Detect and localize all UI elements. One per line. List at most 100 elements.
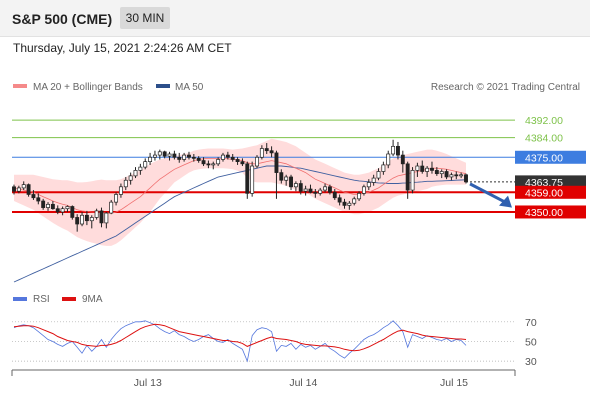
candle — [21, 181, 26, 191]
candle — [289, 174, 293, 191]
candles — [12, 139, 468, 232]
candle — [187, 151, 191, 160]
candle — [206, 160, 211, 169]
rsi-legend-swatch — [13, 297, 27, 301]
candle — [274, 150, 279, 199]
credit-label: Research © 2021 Trading Central — [431, 82, 580, 93]
candle — [259, 145, 264, 160]
candle — [391, 139, 396, 157]
candle — [60, 206, 65, 216]
instrument-title: S&P 500 (CME) — [12, 11, 113, 27]
level-label-box-4363.75 — [515, 175, 586, 189]
candle — [201, 157, 206, 167]
candle — [357, 191, 362, 202]
candle — [65, 205, 70, 212]
rsi-panel: 70 50 30 — [12, 317, 537, 368]
x-tick-label: Jul 15 — [440, 377, 468, 389]
candle — [157, 149, 162, 160]
candle — [12, 184, 16, 195]
candle — [191, 153, 196, 162]
ma50-line — [13, 165, 467, 283]
candle — [298, 180, 303, 195]
x-tick-label: Jul 14 — [289, 377, 317, 389]
candle — [50, 201, 55, 210]
candle — [269, 146, 274, 158]
rsi-tick-70: 70 — [525, 317, 537, 329]
rsi-tick-30: 30 — [525, 356, 537, 368]
candle — [109, 199, 114, 215]
level-label-box-4350.00 — [515, 205, 586, 219]
candle — [123, 176, 128, 191]
candle — [196, 156, 201, 163]
rsi-tick-50: 50 — [525, 336, 537, 348]
candle — [26, 183, 31, 197]
candle — [104, 211, 109, 229]
candle — [381, 161, 386, 175]
candle — [386, 150, 391, 169]
candle — [225, 151, 230, 160]
candle — [41, 198, 46, 210]
candle — [84, 210, 89, 226]
candle — [284, 174, 289, 186]
bollinger-band — [14, 138, 466, 246]
level-label-4375.00: 4375.00 — [525, 152, 563, 164]
level-label-box-4359.00 — [515, 185, 586, 199]
target-arrow-shaft — [469, 182, 507, 204]
candle — [235, 157, 240, 165]
candle — [332, 189, 337, 200]
candle — [255, 155, 259, 169]
candle — [143, 158, 148, 170]
candle — [454, 171, 459, 180]
candle — [46, 202, 50, 211]
candle — [133, 167, 138, 179]
candle — [148, 152, 153, 165]
chart-header: S&P 500 (CME) 30 MIN — [0, 0, 590, 37]
candle — [114, 192, 119, 206]
rsi-ma-line — [13, 323, 467, 352]
candle — [264, 143, 269, 154]
candle — [303, 185, 308, 196]
candle — [221, 152, 225, 162]
target-arrow-head — [499, 195, 512, 208]
candle — [162, 150, 167, 159]
candle — [172, 150, 177, 160]
candle — [70, 205, 75, 220]
x-tick-label: Jul 13 — [134, 377, 162, 389]
level-labels: 4392.004384.004375.004363.754359.004350.… — [515, 115, 586, 219]
target-arrow — [469, 182, 512, 208]
x-axis: Jul 13 Jul 14 Jul 15 — [11, 369, 516, 389]
ma20-legend-label: MA 20 + Bollinger Bands — [33, 82, 143, 93]
rsi-line — [13, 320, 467, 363]
candle — [211, 161, 216, 170]
candle — [347, 201, 352, 210]
candle — [89, 215, 94, 229]
candle — [376, 168, 381, 181]
ma20-line — [13, 158, 467, 214]
candle — [118, 183, 123, 198]
candle — [400, 150, 405, 173]
candle — [138, 163, 143, 175]
candle — [352, 196, 357, 206]
candle — [230, 153, 235, 162]
bollinger-band-area — [14, 138, 466, 246]
candle — [80, 211, 84, 227]
candle — [240, 158, 245, 167]
candle — [337, 194, 342, 206]
candle — [434, 167, 439, 176]
candle — [371, 174, 376, 186]
moving-averages — [13, 158, 467, 283]
candle — [250, 161, 255, 197]
candle — [430, 161, 434, 174]
candle — [216, 157, 221, 167]
candle — [464, 173, 468, 184]
timeframe-badge[interactable]: 30 MIN — [120, 7, 170, 29]
candle — [425, 166, 430, 177]
ma50-legend-label: MA 50 — [175, 82, 204, 93]
candle — [459, 172, 464, 179]
ma50-legend-swatch — [156, 84, 170, 88]
candle — [152, 150, 157, 161]
candle — [323, 183, 328, 193]
ma20-legend-swatch — [13, 84, 27, 88]
candle — [439, 169, 444, 179]
